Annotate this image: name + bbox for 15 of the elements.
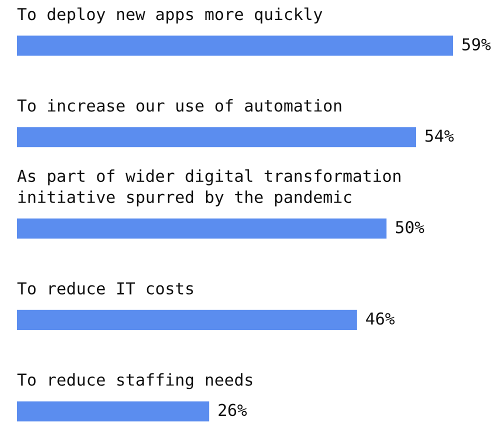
y-tick-label: To reduce staffing needs: [17, 373, 252, 390]
bar: [17, 127, 416, 148]
data-label: 26%: [218, 404, 247, 416]
data-label: 46%: [366, 312, 395, 325]
y-tick-label: To deploy new apps more quickly: [17, 8, 322, 24]
bar: [17, 401, 210, 422]
y-tick-label: As part of wider digital transformation initiative spurred by the pandemic: [17, 169, 400, 206]
bar: [17, 218, 386, 239]
data-label: 59%: [462, 38, 491, 51]
bar: [17, 36, 453, 56]
y-tick-label: To reduce IT costs: [17, 282, 193, 295]
data-label: 54%: [426, 130, 454, 142]
y-tick-label: To increase our use of automation: [17, 99, 342, 112]
data-label: 50%: [396, 220, 424, 234]
bar: [17, 310, 357, 330]
